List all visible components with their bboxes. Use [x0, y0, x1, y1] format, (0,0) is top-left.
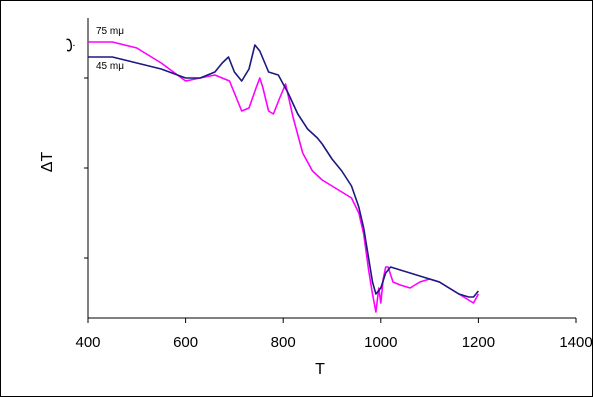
- series-layer: [88, 41, 480, 313]
- y-axis-label: ΔT: [39, 152, 56, 173]
- labels-layer: 75 mμ 45 mμ: [96, 26, 124, 72]
- series-line-1: [88, 44, 480, 298]
- x-tick-label-600: 600: [173, 334, 198, 351]
- series-label-0: 75 mμ: [96, 26, 124, 37]
- x-tick-label-400: 400: [75, 334, 100, 351]
- x-tick-label-1200: 1200: [462, 334, 495, 351]
- x-tick-label-1400: 1400: [559, 334, 592, 351]
- ticks: 400 600 800 1000 1200 1400: [75, 77, 593, 351]
- x-tick-label-800: 800: [271, 334, 296, 351]
- series-line-0: [88, 41, 480, 313]
- x-tick-label-1000: 1000: [364, 334, 397, 351]
- x-axis-label: T: [315, 361, 325, 378]
- series-label-1: 45 mμ: [96, 61, 124, 72]
- corner-marker: ب: [59, 37, 76, 52]
